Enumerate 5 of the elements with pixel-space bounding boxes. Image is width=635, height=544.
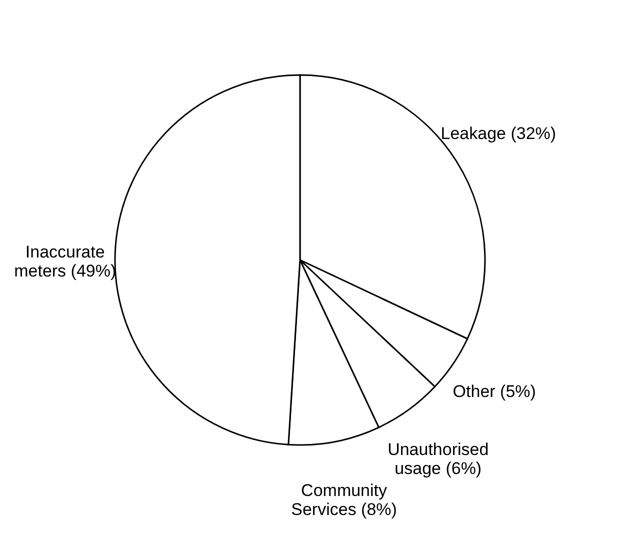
slice-label: Other (5%): [452, 382, 536, 402]
slice-label: Community Services (8%): [291, 480, 397, 519]
slice-label: Leakage (32%): [440, 124, 556, 144]
slice-label: Unauthorised usage (6%): [388, 440, 489, 478]
slice-label: Inaccurate meters (49%): [14, 242, 116, 281]
